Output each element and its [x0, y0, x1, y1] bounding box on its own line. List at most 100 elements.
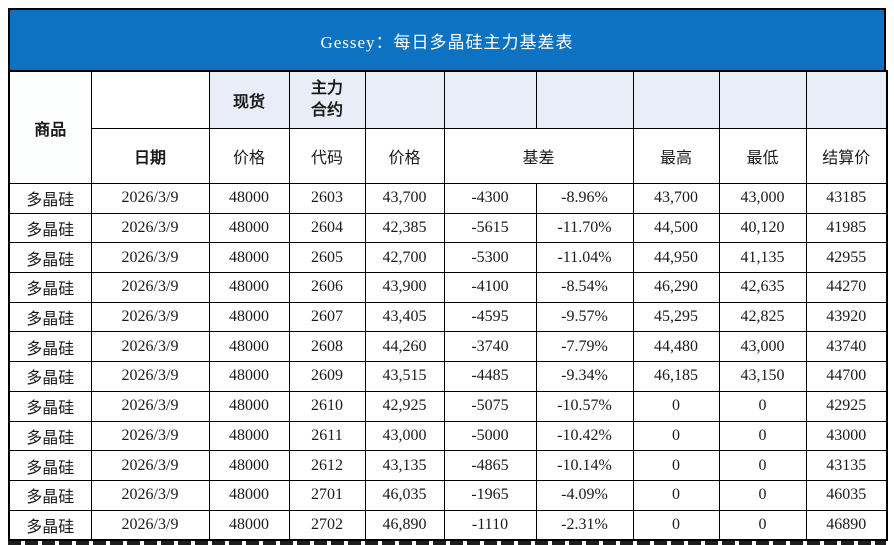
cell-settlement: 43000: [805, 420, 888, 452]
cell-low: 0: [718, 390, 807, 422]
cell-low: 43,000: [718, 331, 807, 363]
cell-date: 2026/3/9: [90, 390, 210, 422]
cell-contract-code: 2610: [288, 390, 366, 422]
cell-commodity: 多晶硅: [8, 479, 92, 511]
cell-settlement: 41985: [805, 212, 888, 244]
column-header-high: 最高: [632, 128, 720, 184]
table-row: 多晶硅 2026/3/9 48000 2612 43,135 -4865 -10…: [8, 450, 888, 481]
cell-contract-price: 43,135: [364, 450, 445, 481]
polysilicon-basis-table: 商品 现货 主力 合约 日期 价格 代码: [8, 70, 888, 542]
cell-contract-price: 43,405: [364, 301, 445, 333]
header-row-1: 商品 现货 主力 合约: [8, 70, 888, 184]
header-band-cell: [632, 70, 720, 129]
cell-high: 0: [632, 390, 720, 422]
table-row: 多晶硅 2026/3/9 48000 2610 42,925 -5075 -10…: [8, 390, 888, 422]
cell-date: 2026/3/9: [90, 242, 210, 274]
cell-high: 0: [632, 509, 720, 541]
cell-low: 43,150: [718, 361, 807, 392]
cell-high: 44,950: [632, 242, 720, 274]
cell-low: 42,825: [718, 301, 807, 333]
table-row: 多晶硅 2026/3/9 48000 2603 43,700 -4300 -8.…: [8, 183, 888, 214]
cell-contract-code: 2603: [288, 183, 366, 214]
cell-spot-price: 48000: [208, 390, 290, 422]
cell-contract-price: 46,035: [364, 479, 445, 511]
cell-basis-percent: -7.79%: [535, 331, 634, 363]
cell-commodity: 多晶硅: [8, 272, 92, 303]
cell-contract-code: 2609: [288, 361, 366, 392]
cell-date: 2026/3/9: [90, 272, 210, 303]
cell-date: 2026/3/9: [90, 479, 210, 511]
header-empty-cell: [90, 70, 210, 129]
cell-contract-price: 44,260: [364, 331, 445, 363]
cell-high: 44,480: [632, 331, 720, 363]
cell-spot-price: 48000: [208, 479, 290, 511]
cell-contract-code: 2701: [288, 479, 366, 511]
cell-spot-price: 48000: [208, 361, 290, 392]
cell-contract-price: 43,515: [364, 361, 445, 392]
cell-contract-code: 2604: [288, 212, 366, 244]
cell-settlement: 43920: [805, 301, 888, 333]
cell-contract-code: 2608: [288, 331, 366, 363]
cell-commodity: 多晶硅: [8, 420, 92, 452]
cell-settlement: 43740: [805, 331, 888, 363]
column-header-date: 日期: [90, 128, 210, 184]
cell-contract-price: 43,700: [364, 183, 445, 214]
table-row: 多晶硅 2026/3/9 48000 2606 43,900 -4100 -8.…: [8, 272, 888, 303]
cell-spot-price: 48000: [208, 301, 290, 333]
cell-contract-code: 2606: [288, 272, 366, 303]
cell-basis: -5615: [443, 212, 537, 244]
cell-spot-price: 48000: [208, 242, 290, 274]
column-header-low: 最低: [718, 128, 807, 184]
cell-date: 2026/3/9: [90, 450, 210, 481]
cell-basis: -3740: [443, 331, 537, 363]
cell-contract-price: 42,385: [364, 212, 445, 244]
cell-commodity: 多晶硅: [8, 301, 92, 333]
cell-high: 0: [632, 479, 720, 511]
header-band-cell: [535, 70, 634, 129]
cell-settlement: 44270: [805, 272, 888, 303]
cell-commodity: 多晶硅: [8, 361, 92, 392]
column-header-commodity: 商品: [8, 70, 92, 184]
cell-commodity: 多晶硅: [8, 390, 92, 422]
cell-high: 43,700: [632, 183, 720, 214]
cell-settlement: 43135: [805, 450, 888, 481]
cell-basis: -5300: [443, 242, 537, 274]
cell-spot-price: 48000: [208, 509, 290, 541]
cell-basis: -1110: [443, 509, 537, 541]
cell-basis: -4100: [443, 272, 537, 303]
cell-contract-price: 46,890: [364, 509, 445, 541]
cell-high: 46,185: [632, 361, 720, 392]
table-row: 多晶硅 2026/3/9 48000 2604 42,385 -5615 -11…: [8, 212, 888, 244]
cell-basis: -4485: [443, 361, 537, 392]
cell-contract-code: 2611: [288, 420, 366, 452]
cell-spot-price: 48000: [208, 450, 290, 481]
cell-high: 45,295: [632, 301, 720, 333]
table-head: 商品 现货 主力 合约 日期 价格 代码: [8, 70, 888, 184]
main-contract-line1: 主力: [310, 80, 343, 98]
table-body: 多晶硅 2026/3/9 48000 2603 43,700 -4300 -8.…: [8, 183, 888, 541]
cell-basis-percent: -8.54%: [535, 272, 634, 303]
cell-basis-percent: -8.96%: [535, 183, 634, 214]
header-band-cell: [805, 70, 888, 129]
column-header-settlement: 结算价: [805, 128, 888, 184]
cell-high: 0: [632, 450, 720, 481]
cell-date: 2026/3/9: [90, 331, 210, 363]
cell-date: 2026/3/9: [90, 183, 210, 214]
cell-basis-percent: -2.31%: [535, 509, 634, 541]
table-row: 多晶硅 2026/3/9 48000 2608 44,260 -3740 -7.…: [8, 331, 888, 363]
cell-low: 40,120: [718, 212, 807, 244]
column-header-price: 价格: [364, 128, 445, 184]
cell-basis-percent: -10.57%: [535, 390, 634, 422]
cell-contract-price: 42,925: [364, 390, 445, 422]
cell-commodity: 多晶硅: [8, 183, 92, 214]
cell-low: 0: [718, 509, 807, 541]
table-row: 多晶硅 2026/3/9 48000 2702 46,890 -1110 -2.…: [8, 509, 888, 541]
cell-basis-percent: -9.34%: [535, 361, 634, 392]
table-row: 多晶硅 2026/3/9 48000 2605 42,700 -5300 -11…: [8, 242, 888, 274]
cell-commodity: 多晶硅: [8, 509, 92, 541]
cell-high: 0: [632, 420, 720, 452]
cell-contract-price: 43,000: [364, 420, 445, 452]
table-row: 多晶硅 2026/3/9 48000 2611 43,000 -5000 -10…: [8, 420, 888, 452]
header-row-2: 日期 价格 代码 价格 基差 最高 最低 结算价: [9, 128, 888, 184]
main-contract-line2: 合约: [310, 102, 343, 119]
